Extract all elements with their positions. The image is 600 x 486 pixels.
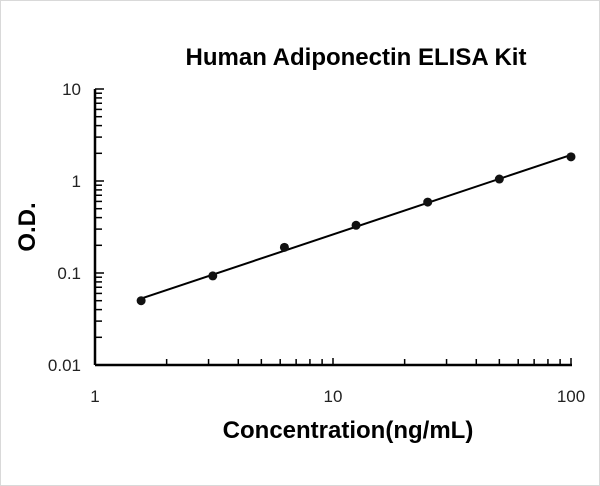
data-point — [279, 242, 289, 252]
y-axis-label: O.D. — [14, 202, 41, 251]
x-tick-label: 1 — [90, 387, 99, 406]
data-point — [351, 220, 361, 230]
y-tick-label: 0.1 — [57, 264, 81, 283]
x-axis-label: Concentration(ng/mL) — [223, 417, 474, 444]
axes: 10 1 0.1 0.01 1 10 100 — [48, 80, 585, 406]
data-point — [423, 197, 433, 207]
data-point — [566, 152, 576, 162]
data-point — [494, 174, 504, 184]
data-series — [136, 152, 576, 306]
data-point — [208, 271, 218, 281]
chart-title: Human Adiponectin ELISA Kit — [186, 44, 527, 71]
y-tick-label: 0.01 — [48, 356, 81, 375]
x-tick-label: 10 — [324, 387, 343, 406]
y-tick-label: 10 — [62, 80, 81, 99]
data-point — [136, 296, 146, 306]
x-tick-label: 100 — [557, 387, 585, 406]
y-tick-label: 1 — [72, 172, 81, 191]
